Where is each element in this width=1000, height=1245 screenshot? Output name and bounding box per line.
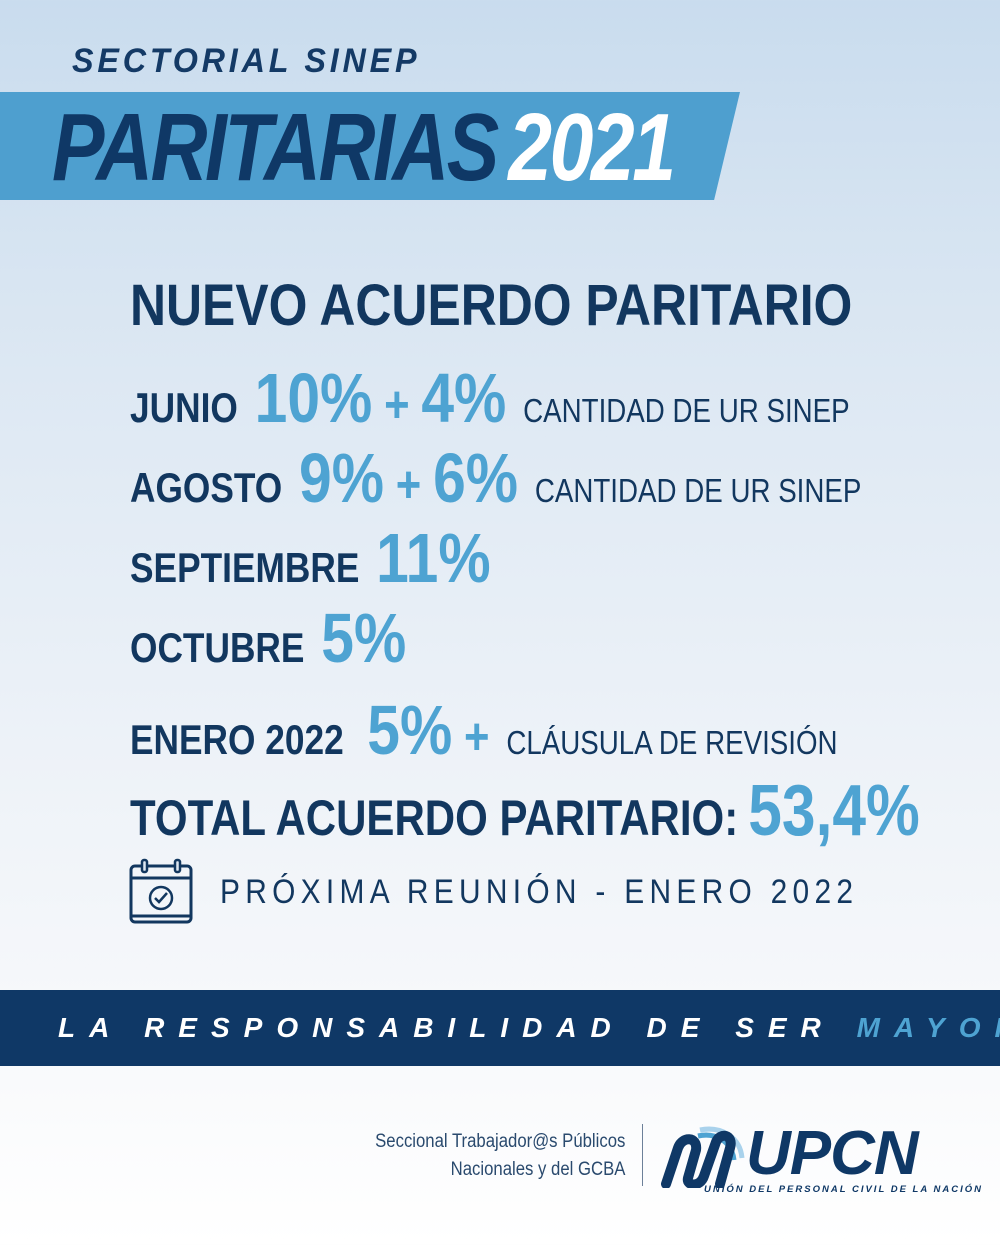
percent-value: 5% (367, 691, 453, 769)
upcn-mark-icon (661, 1126, 745, 1188)
row-note: CANTIDAD DE UR SINEP (534, 472, 862, 509)
title-main: PARITARIAS (52, 94, 499, 201)
plus-sign: + (464, 708, 490, 766)
title-banner (0, 92, 740, 200)
slogan: LA RESPONSABILIDAD DE SER MAYORÍA (58, 1012, 1000, 1044)
month-label: SEPTIEMBRE (130, 544, 360, 591)
row-septiembre: SEPTIEMBRE 11% (130, 518, 491, 598)
plus-sign: + (384, 376, 410, 434)
next-meeting-text: PRÓXIMA REUNIÓN - ENERO 2022 (220, 872, 859, 911)
seccional-text: Seccional Trabajador@s Públicos Nacional… (375, 1128, 625, 1184)
percent-value: 10% (254, 359, 373, 437)
next-meeting: PRÓXIMA REUNIÓN - ENERO 2022 (128, 858, 945, 926)
title-year: 2021 (508, 94, 676, 201)
row-agosto: AGOSTO 9% + 6% CANTIDAD DE UR SINEP (130, 438, 861, 518)
row-octubre: OCTUBRE 5% (130, 598, 406, 678)
calendar-check-icon (129, 858, 193, 924)
seccional-line-2: Nacionales y del GCBA (450, 1159, 625, 1180)
total-label: TOTAL ACUERDO PARITARIO: (130, 790, 739, 846)
row-note: CANTIDAD DE UR SINEP (523, 392, 850, 429)
percent-value-2: 4% (421, 359, 507, 437)
month-label: OCTUBRE (130, 624, 305, 671)
percent-value-2: 6% (433, 439, 519, 517)
kicker-title: SECTORIAL SINEP (72, 42, 421, 80)
percent-value: 5% (321, 599, 407, 677)
seccional-line-1: Seccional Trabajador@s Públicos (374, 1131, 625, 1152)
footer-logos: Seccional Trabajador@s Públicos Nacional… (0, 1110, 1000, 1210)
row-note: CLÁUSULA DE REVISIÓN (506, 724, 838, 761)
slogan-highlight: MAYORÍA (856, 1012, 1000, 1043)
total-row: TOTAL ACUERDO PARITARIO: 53,4% (130, 770, 920, 852)
logo-name: UPCN (746, 1119, 919, 1188)
row-enero-2022: ENERO 2022 5% + CLÁUSULA DE REVISIÓN (130, 690, 838, 770)
month-label: JUNIO (130, 384, 238, 431)
month-label: ENERO 2022 (130, 716, 344, 763)
headline: NUEVO ACUERDO PARITARIO (130, 273, 853, 338)
percent-value: 9% (299, 439, 385, 517)
upcn-logo: UPCN UNIÓN DEL PERSONAL CIVIL DE LA NACI… (660, 1119, 981, 1200)
banner-title: PARITARIAS 2021 (52, 98, 676, 198)
logo-subtitle: UNIÓN DEL PERSONAL CIVIL DE LA NACIÓN (704, 1184, 983, 1195)
total-value: 53,4% (748, 771, 920, 851)
plus-sign: + (395, 456, 422, 514)
month-label: AGOSTO (130, 464, 283, 511)
percent-value: 11% (376, 519, 491, 597)
row-junio: JUNIO 10% + 4% CANTIDAD DE UR SINEP (130, 358, 850, 438)
divider (642, 1124, 643, 1186)
slogan-band: LA RESPONSABILIDAD DE SER MAYORÍA (0, 990, 1000, 1066)
slogan-main: LA RESPONSABILIDAD DE SER (58, 1012, 857, 1043)
